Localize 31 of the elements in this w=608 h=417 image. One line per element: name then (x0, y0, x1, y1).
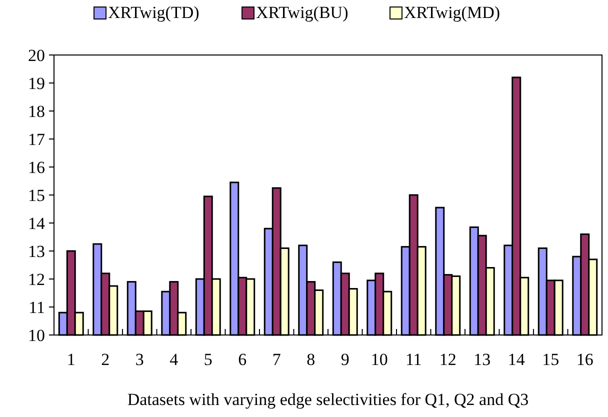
x-axis-title: Datasets with varying edge selectivities for Q1, Q2 and Q3 (127, 390, 529, 409)
x-tick-label: 14 (508, 350, 526, 369)
y-tick-label: 17 (28, 130, 46, 149)
legend-label: XRTwig(TD) (108, 3, 200, 22)
x-tick-label: 5 (204, 350, 212, 369)
x-tick-label: 16 (576, 350, 594, 369)
y-tick-label: 19 (28, 74, 45, 93)
y-tick-label: 10 (28, 326, 45, 345)
x-tick-label: 4 (170, 350, 179, 369)
y-tick-label: 12 (28, 270, 45, 289)
x-tick-label: 9 (340, 350, 350, 369)
x-tick-label: 6 (238, 350, 247, 369)
y-tick-label: 18 (28, 102, 45, 121)
x-tick-label: 8 (306, 350, 316, 369)
x-tick-label: 2 (101, 350, 110, 369)
x-tick-label: 1 (66, 350, 76, 369)
y-tick-label: 14 (28, 214, 46, 233)
y-tick-label: 20 (28, 46, 45, 65)
x-tick-label: 13 (474, 350, 491, 369)
legend-label: XRTwig(MD) (404, 3, 500, 22)
legend-label: XRTwig(BU) (256, 3, 348, 22)
x-tick-label: 12 (439, 350, 456, 369)
x-tick-label: 11 (405, 350, 422, 369)
y-tick-label: 13 (28, 242, 45, 261)
x-tick-label: 15 (542, 350, 560, 369)
y-tick-label: 16 (28, 158, 45, 177)
x-tick-label: 10 (370, 350, 388, 369)
y-tick-label: 15 (28, 186, 45, 205)
x-tick-label: 3 (135, 350, 144, 369)
y-tick-label: 11 (28, 298, 45, 317)
x-tick-label: 7 (272, 350, 282, 369)
